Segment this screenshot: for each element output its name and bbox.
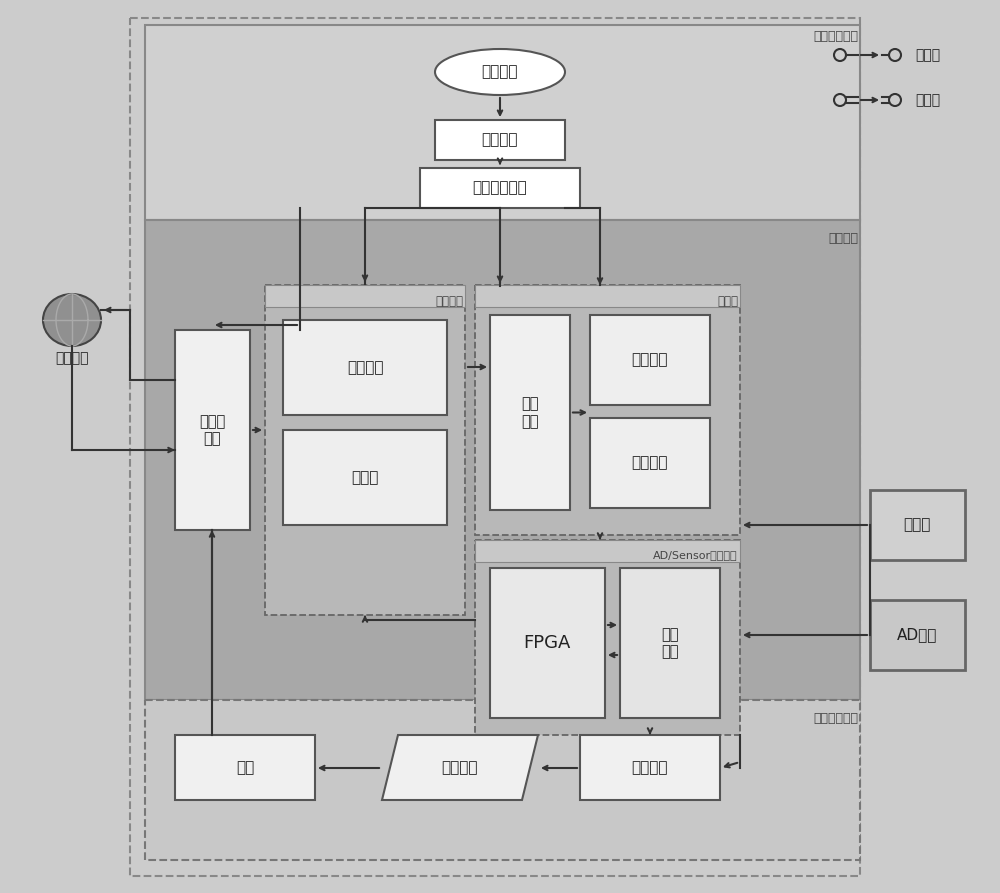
Text: 控制信息: 控制信息 bbox=[632, 455, 668, 471]
Text: AD采集: AD采集 bbox=[897, 628, 937, 642]
Bar bbox=[145, 220, 860, 700]
Bar bbox=[475, 285, 740, 535]
Text: 优先级
切换: 优先级 切换 bbox=[199, 413, 226, 446]
Text: 自组网: 自组网 bbox=[351, 471, 379, 486]
Bar bbox=[175, 735, 315, 800]
Bar bbox=[870, 600, 965, 670]
Ellipse shape bbox=[43, 294, 101, 346]
Text: 读取配置: 读取配置 bbox=[482, 132, 518, 147]
Text: 控制中心: 控制中心 bbox=[55, 351, 89, 365]
Text: AD/Sensor数据采集: AD/Sensor数据采集 bbox=[653, 550, 738, 560]
Text: 异常: 异常 bbox=[236, 761, 254, 775]
Bar bbox=[590, 418, 710, 508]
Text: FPGA: FPGA bbox=[523, 634, 571, 652]
Bar bbox=[130, 18, 860, 876]
Bar bbox=[175, 330, 250, 530]
Bar bbox=[490, 568, 605, 718]
Bar bbox=[145, 25, 860, 220]
Text: 开启内部模块: 开启内部模块 bbox=[473, 180, 527, 196]
Bar bbox=[265, 285, 465, 615]
Text: 存储结果: 存储结果 bbox=[442, 761, 478, 775]
Bar bbox=[475, 540, 740, 562]
Bar bbox=[283, 320, 447, 415]
Bar bbox=[475, 285, 740, 307]
Bar bbox=[620, 568, 720, 718]
Text: 软件配置: 软件配置 bbox=[632, 353, 668, 368]
Bar bbox=[420, 168, 580, 208]
Text: 命令
解析: 命令 解析 bbox=[521, 396, 539, 429]
Bar bbox=[490, 315, 570, 510]
Text: 自检储存模块: 自检储存模块 bbox=[813, 712, 858, 725]
Bar bbox=[580, 735, 720, 800]
Text: 控制流: 控制流 bbox=[915, 48, 940, 62]
Text: 内部逻辑: 内部逻辑 bbox=[828, 232, 858, 245]
Text: 传感器: 传感器 bbox=[903, 518, 931, 532]
Text: 开机复位: 开机复位 bbox=[482, 64, 518, 79]
Text: 系统自检: 系统自检 bbox=[632, 761, 668, 775]
Bar bbox=[435, 120, 565, 160]
Bar bbox=[475, 540, 740, 735]
Text: 数据流: 数据流 bbox=[915, 93, 940, 107]
Bar bbox=[145, 700, 860, 860]
Bar bbox=[265, 285, 465, 307]
Text: 控制流: 控制流 bbox=[717, 295, 738, 308]
Polygon shape bbox=[382, 735, 538, 800]
Bar bbox=[870, 490, 965, 560]
Text: 直通模块: 直通模块 bbox=[347, 361, 383, 375]
Text: 数据
采集: 数据 采集 bbox=[661, 627, 679, 659]
Text: 多模通信单元: 多模通信单元 bbox=[813, 30, 858, 43]
Bar bbox=[590, 315, 710, 405]
Ellipse shape bbox=[435, 49, 565, 95]
Bar bbox=[283, 430, 447, 525]
Text: 通信模块: 通信模块 bbox=[435, 295, 463, 308]
